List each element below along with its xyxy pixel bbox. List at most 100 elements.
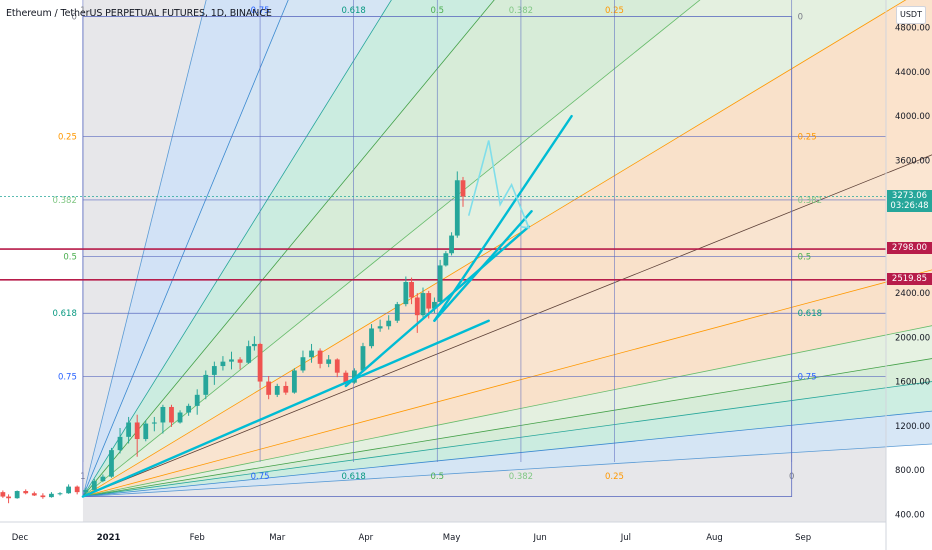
candle-body xyxy=(117,436,123,451)
candle-body xyxy=(40,495,46,498)
box-level-label-bottom: 0.618 xyxy=(341,472,365,482)
candle-body xyxy=(360,346,366,371)
box-level-label-bottom: 0.25 xyxy=(605,472,624,482)
candle-body xyxy=(66,486,71,494)
box-level-label-left: 0.382 xyxy=(53,196,77,206)
time-tick-label: Dec xyxy=(12,533,29,543)
box-level-label-top: 0.5 xyxy=(431,6,445,16)
candle-body xyxy=(309,350,314,358)
level-badge: 2798.00 xyxy=(887,242,932,255)
candle-body xyxy=(266,381,272,395)
box-level-label-bottom: 0.5 xyxy=(431,472,445,482)
level-badge: 2519.85 xyxy=(887,272,932,285)
box-level-label-left: 0 xyxy=(71,13,76,23)
time-tick-label: Aug xyxy=(706,533,723,543)
candles-layer xyxy=(0,171,466,504)
candle-body xyxy=(437,265,443,302)
box-level-label-top: 1 xyxy=(80,6,85,16)
trend-line xyxy=(81,319,490,498)
time-tick-label: Mar xyxy=(269,533,286,543)
projection-path xyxy=(467,140,530,229)
projection-arrowhead xyxy=(520,219,530,229)
fan-line xyxy=(82,269,932,497)
trend-lines-layer xyxy=(81,114,573,498)
candle-body xyxy=(274,385,280,395)
price-tick-label: 1200.00 xyxy=(895,422,930,432)
fan-line xyxy=(82,0,392,497)
candle-body xyxy=(409,282,414,298)
price-tick-label: 2000.00 xyxy=(895,333,930,343)
candle-body xyxy=(291,370,297,393)
fan-line xyxy=(82,0,701,497)
time-tick-label: Feb xyxy=(190,533,205,543)
candle-body xyxy=(91,481,97,490)
time-tick-label: Jun xyxy=(533,533,547,543)
candle-body xyxy=(246,346,252,363)
price-tick-label: 3600.00 xyxy=(895,156,930,166)
time-tick-label: Jul xyxy=(620,533,631,543)
candle-body xyxy=(211,366,217,375)
box-level-label-left: 0.75 xyxy=(58,373,77,383)
candle-body xyxy=(126,422,132,437)
price-tick-label: 400.00 xyxy=(895,510,925,520)
fan-line xyxy=(82,0,907,497)
trend-line xyxy=(433,114,573,322)
candle-body xyxy=(343,372,349,383)
box-level-label-right: 0.5 xyxy=(798,253,812,263)
price-tick-label: 800.00 xyxy=(895,466,925,476)
candle-body xyxy=(169,406,174,423)
candle-body xyxy=(454,180,460,236)
box-level-label-top: 0.75 xyxy=(251,6,270,16)
candle-body xyxy=(0,492,6,497)
box-level-label-right: 0.75 xyxy=(798,373,817,383)
horizontal-levels-layer xyxy=(0,196,886,281)
candle-body xyxy=(251,343,257,347)
price-tick-label: 4000.00 xyxy=(895,112,930,122)
candle-body xyxy=(420,293,426,316)
currency-unit-button[interactable]: USDT xyxy=(896,6,926,24)
price-tick-label: 2400.00 xyxy=(895,289,930,299)
candle-body xyxy=(300,357,306,371)
box-level-label-left: 0.25 xyxy=(58,133,77,143)
candle-body xyxy=(229,359,234,362)
candle-body xyxy=(403,282,409,305)
candle-body xyxy=(432,301,437,309)
box-level-label-bottom: 0.382 xyxy=(509,472,533,482)
box-level-label-right: 0.382 xyxy=(798,196,822,206)
candle-body xyxy=(49,493,54,498)
time-tick-label: Apr xyxy=(358,533,373,543)
candle-body xyxy=(352,370,357,383)
current-price-label: 3273.06 xyxy=(891,190,928,201)
level-badge-label: 2798.00 xyxy=(891,243,928,254)
box-level-label-left: 0.618 xyxy=(53,309,77,319)
candle-body xyxy=(369,328,374,347)
candle-body xyxy=(57,493,63,495)
candle-body xyxy=(31,493,37,496)
countdown-label: 03:26:48 xyxy=(890,200,929,211)
candle-body xyxy=(414,297,420,316)
box-level-label-right: 0.25 xyxy=(798,133,817,143)
plot-background xyxy=(0,0,83,522)
trend-line xyxy=(344,225,530,388)
time-tick-label: 2021 xyxy=(97,533,121,543)
candle-body xyxy=(443,253,449,266)
fan-line xyxy=(82,410,932,497)
box-level-label-bottom: 0.75 xyxy=(251,472,270,482)
candle-body xyxy=(237,359,243,363)
price-tick-label: 4400.00 xyxy=(895,68,930,78)
fan-line xyxy=(82,0,289,497)
candle-body xyxy=(426,293,432,309)
box-level-label-right: 0.618 xyxy=(798,309,822,319)
chart-title: Ethereum / TetherUS PERPETUAL FUTURES, 1… xyxy=(6,8,272,19)
candle-body xyxy=(194,394,200,406)
current-price-badge: 3273.06 03:26:48 xyxy=(887,189,932,212)
candle-body xyxy=(186,405,192,413)
candle-body xyxy=(449,235,454,254)
candle-body xyxy=(100,476,106,482)
candle-body xyxy=(83,489,89,493)
candle-body xyxy=(394,304,400,321)
box-level-label-right: 0 xyxy=(798,13,803,23)
candle-body xyxy=(377,326,383,329)
fan-line xyxy=(82,381,932,497)
